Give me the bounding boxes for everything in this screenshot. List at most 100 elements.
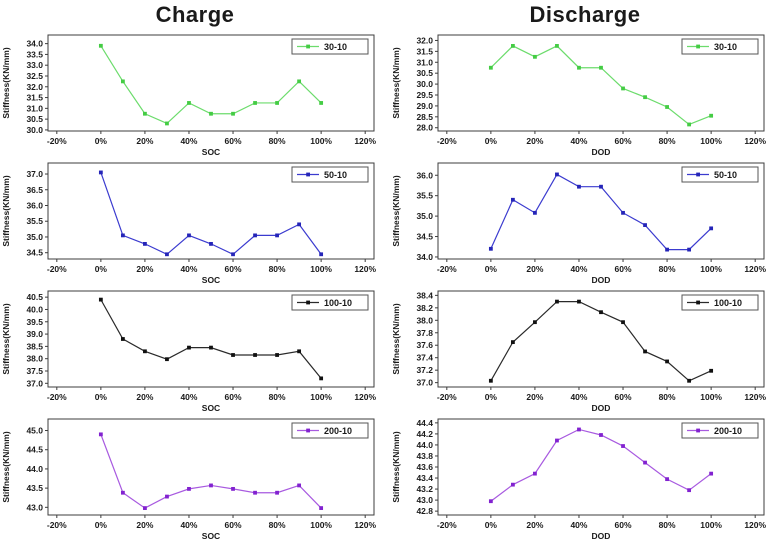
data-point-marker — [621, 86, 625, 91]
x-axis-label: SOC — [202, 147, 220, 157]
data-point-marker — [319, 252, 324, 257]
chart-svg: 30.030.531.031.532.032.533.033.534.0 -20%… — [1, 34, 376, 157]
data-point-marker — [687, 488, 692, 493]
y-tick-label: 37.5 — [26, 366, 43, 376]
y-tick-label: 38.0 — [26, 354, 43, 364]
x-tick-label: -20% — [47, 264, 67, 274]
data-point-marker — [599, 184, 603, 189]
y-tick-label: 37.2 — [416, 365, 433, 375]
x-tick-label: 20% — [136, 392, 153, 402]
legend-label: 200-10 — [324, 426, 352, 436]
y-tick-label: 38.5 — [26, 341, 43, 351]
data-point-marker — [275, 233, 279, 238]
y-tick-label: 44.4 — [416, 418, 433, 428]
data-point-marker — [165, 494, 169, 499]
x-tick-label: 40% — [180, 264, 197, 274]
data-point-marker — [231, 486, 235, 491]
data-point-marker — [510, 482, 515, 487]
legend-marker-sample — [696, 172, 700, 177]
x-tick-label: 20% — [136, 520, 153, 530]
x-tick-label: 60% — [615, 136, 632, 146]
x-tick-label: 60% — [225, 520, 242, 530]
legend-marker-sample — [696, 300, 700, 305]
data-point-marker — [143, 241, 147, 246]
x-tick-label: 60% — [225, 392, 242, 402]
data-point-marker — [577, 65, 581, 70]
data-point-marker — [165, 252, 169, 257]
chart-svg: 42.843.043.243.443.643.844.044.244.4 -20%… — [391, 418, 766, 541]
y-tick-label: 35.5 — [416, 191, 433, 201]
x-axis-label: DOD — [592, 147, 611, 157]
data-point-marker — [643, 349, 647, 354]
y-tick-label: 43.2 — [416, 484, 433, 494]
x-tick-label: 120% — [744, 136, 766, 146]
x-tick-label: 80% — [659, 520, 676, 530]
y-axis-label: Stiffness(KN/mm) — [391, 175, 401, 246]
data-point-marker — [555, 44, 559, 48]
y-tick-label: 34.0 — [26, 39, 43, 49]
data-point-marker — [253, 233, 257, 238]
x-tick-label: 40% — [180, 136, 197, 146]
y-tick-label: 43.6 — [416, 462, 433, 472]
legend-box: 30-10 — [681, 38, 759, 55]
x-tick-label: 20% — [526, 520, 543, 530]
x-axis-label: DOD — [592, 275, 611, 285]
data-point-marker — [187, 101, 191, 105]
column-title-discharge: Discharge — [529, 2, 641, 27]
legend-label: 200-10 — [714, 426, 742, 436]
data-point-marker — [643, 223, 647, 227]
data-point-marker — [577, 299, 581, 304]
legend-frame — [681, 166, 759, 183]
y-tick-label: 31.5 — [416, 46, 433, 56]
x-tick-label: 120% — [354, 136, 376, 146]
x-tick-label: 120% — [354, 264, 376, 274]
y-tick-label: 44.0 — [416, 440, 433, 450]
chart-discharge-200-10: 42.8 43.0 43.2 43.4 43.6 43.8 44.0 44.2 44.4 -20%… — [390, 414, 780, 542]
y-tick-label: 43.4 — [416, 473, 433, 483]
x-tick-label: -20% — [437, 136, 457, 146]
y-tick-label: 43.0 — [416, 495, 433, 505]
y-tick-label: 37.0 — [26, 378, 43, 388]
y-axis-label: Stiffness(KN/mm) — [391, 303, 401, 374]
plot-frame — [437, 34, 765, 132]
legend-box: 100-10 — [291, 294, 369, 311]
x-tick-label: 100% — [310, 392, 332, 402]
y-tick-label: 37.6 — [416, 340, 433, 350]
y-tick-label: 31.0 — [416, 57, 433, 67]
x-tick-label: 40% — [180, 392, 197, 402]
data-point-marker — [297, 222, 302, 227]
y-tick-label: 30.5 — [26, 114, 43, 124]
legend-marker-sample — [306, 44, 310, 49]
data-point-marker — [253, 101, 257, 105]
x-tick-label: 80% — [269, 136, 286, 146]
chart-svg: 37.0 37.2 37.4 37.6 37.8 38.0 38.2 38.4 -20% 0% 20… — [391, 290, 766, 413]
x-tick-label: 20% — [136, 264, 153, 274]
legend-frame — [681, 422, 759, 439]
legend-frame — [681, 294, 759, 311]
x-tick-label: 100% — [310, 136, 332, 146]
y-tick-label: 32.0 — [416, 35, 433, 45]
data-point-marker — [665, 105, 669, 109]
data-point-marker — [599, 65, 603, 70]
x-tick-label: 40% — [180, 520, 197, 530]
legend-box: 30-10 — [291, 38, 369, 55]
x-tick-label: 100% — [310, 264, 332, 274]
legend-box: 50-10 — [681, 166, 759, 183]
x-axis-label: DOD — [592, 531, 611, 541]
legend-marker-sample — [306, 300, 310, 305]
data-point-marker — [488, 246, 493, 251]
x-tick-label: 80% — [659, 392, 676, 402]
data-point-marker — [577, 427, 581, 432]
y-axis-label: Stiffness(KN/mm) — [391, 431, 401, 502]
y-tick-label: 36.0 — [26, 200, 43, 210]
data-point-marker — [165, 121, 169, 126]
y-axis-label: Stiffness(KN/mm) — [1, 431, 11, 502]
x-tick-label: 100% — [700, 520, 722, 530]
data-point-marker — [488, 65, 493, 70]
y-tick-label: 38.4 — [416, 290, 433, 300]
x-axis-label: SOC — [202, 531, 220, 541]
data-point-marker — [98, 170, 103, 175]
data-point-marker — [231, 353, 235, 357]
data-point-marker — [98, 297, 103, 302]
x-tick-label: 80% — [659, 264, 676, 274]
